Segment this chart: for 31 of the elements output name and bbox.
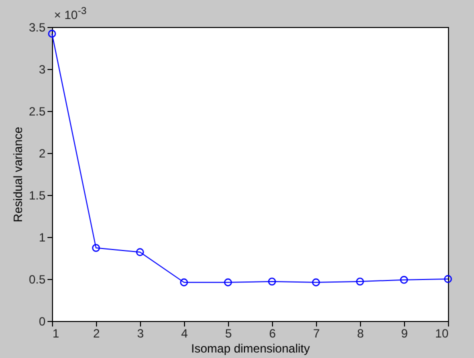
- point: [356, 278, 364, 286]
- point: [48, 30, 56, 38]
- point: [312, 278, 320, 286]
- y-tick-label: 2: [38, 146, 46, 160]
- text: × 10$^{-3}$: [54, 6, 87, 22]
- point: [444, 275, 452, 283]
- x-tick-label: 2: [93, 326, 100, 340]
- y-tick-label: 1.5: [28, 188, 46, 202]
- x-tick-label: 1: [52, 326, 60, 340]
- x-tick-label: 3: [137, 326, 144, 340]
- x-tick-label: 8: [357, 326, 364, 340]
- point: [136, 248, 144, 256]
- x-tick-label: 7: [313, 326, 320, 340]
- point: [268, 278, 276, 286]
- point: [92, 244, 100, 252]
- y-tick-label: 0: [38, 314, 46, 328]
- point: [180, 278, 188, 286]
- point: [224, 278, 232, 286]
- x-tick-label: 5: [225, 326, 232, 340]
- y-tick-label: 3.5: [28, 20, 46, 34]
- x-tick-label: 4: [181, 326, 188, 340]
- y-tick-label: 0.5: [28, 272, 46, 286]
- x-tick-label: 9: [401, 326, 408, 340]
- y-tick-label: 3: [38, 62, 46, 76]
- y-tick-label: 2.5: [28, 104, 46, 118]
- x-axis-title: Isomap dimensionality: [191, 342, 310, 356]
- point: [400, 276, 408, 284]
- y-axis-title: Residual variance: [10, 126, 25, 222]
- x-tick-label: 10: [435, 326, 449, 340]
- y-tick-label: 1: [38, 230, 46, 244]
- x-tick-label: 6: [269, 326, 276, 340]
